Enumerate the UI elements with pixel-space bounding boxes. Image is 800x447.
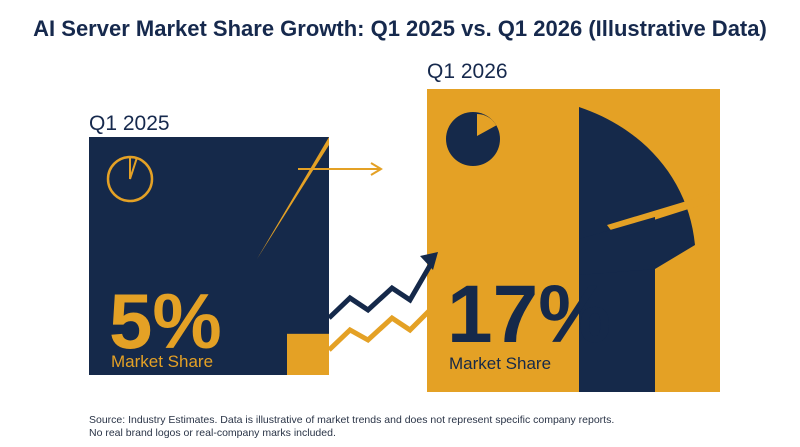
trend-up-arrow-icon [327, 252, 442, 352]
segment-stripe-shadow [579, 217, 655, 275]
period-label-q1-2026: Q1 2026 [427, 60, 508, 83]
panel-q1-2026: 17% Market Share [427, 89, 720, 392]
source-note-line-1: Source: Industry Estimates. Data is illu… [89, 414, 615, 426]
period-label-q1-2025: Q1 2025 [89, 112, 170, 135]
pie-chart-icon [106, 155, 154, 203]
data-label-q1-2025: 5% [109, 277, 222, 365]
source-note-line-2: No real brand logos or real-company mark… [89, 427, 336, 439]
share-bar-q1-2025 [287, 333, 329, 375]
market-share-caption-q1-2026: Market Share [449, 354, 552, 373]
pie-chart-icon [446, 112, 500, 166]
panel-q1-2025: 5% Market Share [89, 137, 329, 375]
panel-q1-2026-graphics [446, 107, 720, 392]
chart-title: AI Server Market Share Growth: Q1 2025 v… [33, 16, 767, 41]
data-label-q1-2026: 17% [447, 269, 612, 360]
source-note: Source: Industry Estimates. Data is illu… [89, 414, 614, 440]
segment-stripe [607, 191, 720, 233]
market-share-caption-q1-2025: Market Share [111, 352, 214, 371]
share-wedge [257, 137, 329, 259]
panel-q1-2025-graphics [106, 137, 329, 375]
